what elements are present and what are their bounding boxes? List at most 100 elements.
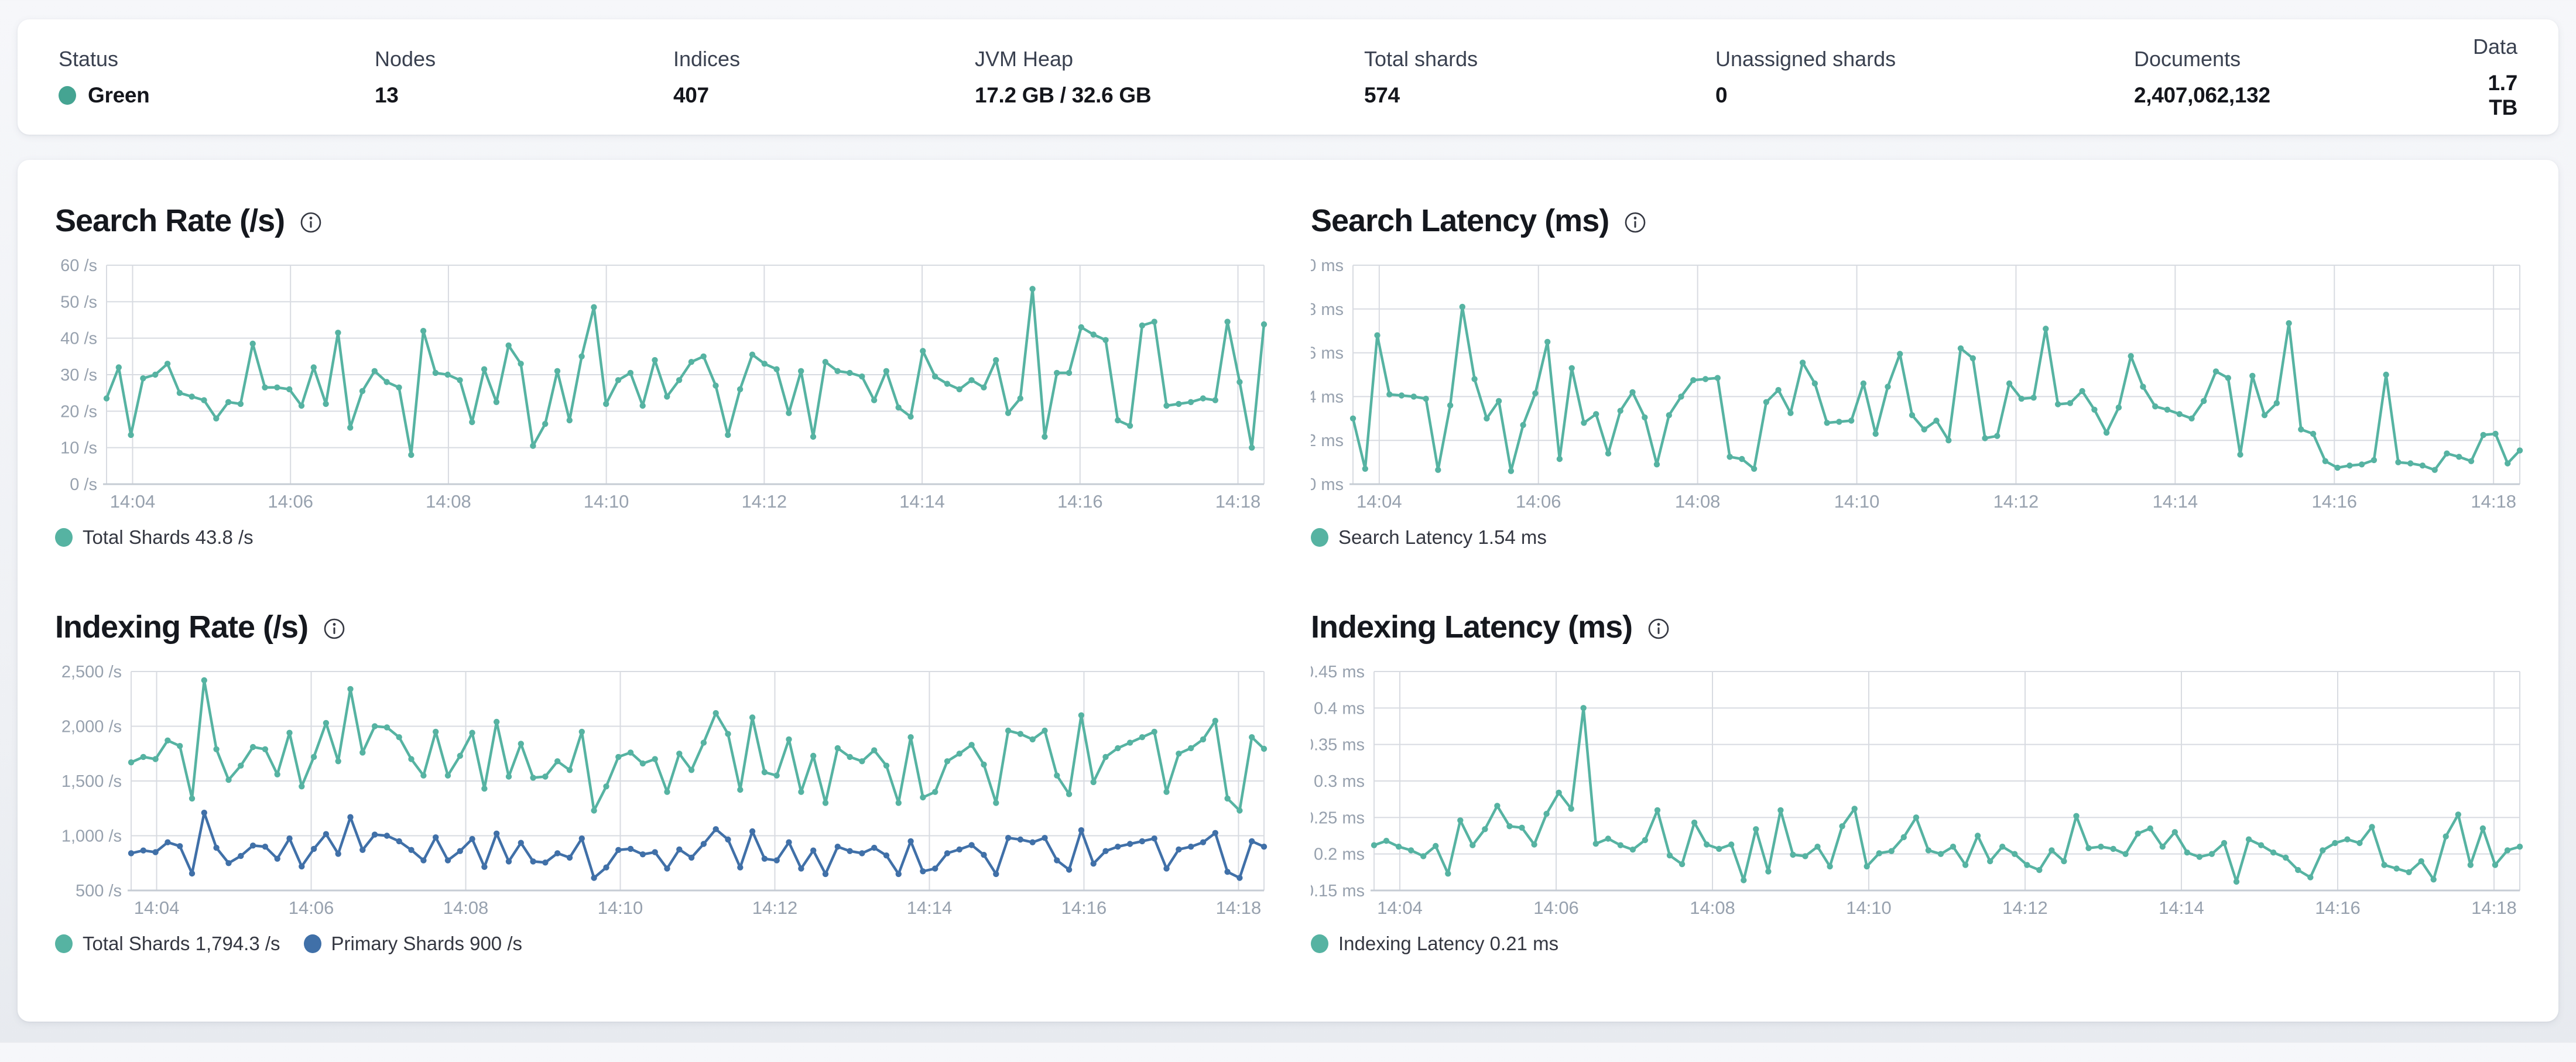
legend-dot-icon bbox=[55, 934, 73, 953]
x-axis-tick-label: 14:14 bbox=[899, 491, 945, 511]
y-axis-tick-label: 0.25 ms bbox=[1311, 809, 1365, 827]
metrics-panel: Search Rate (/s) 60 /s 50 /s 40 /s 30 /s 20 … bbox=[18, 160, 2558, 1022]
x-axis-tick-label: 14:12 bbox=[742, 491, 787, 511]
indices-label: Indices bbox=[673, 46, 741, 71]
y-axis-tick-label: 60 /s bbox=[60, 257, 97, 275]
y-axis-tick-label: 2,000 /s bbox=[61, 718, 122, 736]
total-shards-value: 574 bbox=[1364, 83, 1400, 107]
summary-unassigned-shards: Unassigned shards 0 bbox=[1715, 47, 2134, 108]
legend-item[interactable]: Search Latency 1.54 ms bbox=[1311, 526, 1547, 549]
search-rate-title: Search Rate (/s) bbox=[55, 203, 285, 238]
summary-status: Status Green bbox=[59, 47, 375, 108]
data-size-value: 1.7 TB bbox=[2488, 70, 2517, 119]
legend-label: Primary Shards 900 /s bbox=[331, 933, 523, 954]
x-axis-tick-label: 14:06 bbox=[268, 491, 313, 511]
x-axis-tick-label: 14:16 bbox=[2311, 491, 2357, 511]
y-axis-tick-label: 40 /s bbox=[60, 330, 97, 348]
x-axis-tick-label: 14:18 bbox=[1216, 897, 1262, 917]
legend-item[interactable]: Indexing Latency 0.21 ms bbox=[1311, 933, 1558, 955]
jvm-heap-label: JVM Heap bbox=[975, 46, 1074, 71]
y-axis-tick-label: 10 /s bbox=[60, 439, 97, 458]
status-label: Status bbox=[59, 46, 119, 71]
legend-dot-icon bbox=[1311, 528, 1328, 547]
x-axis-tick-label: 14:04 bbox=[1377, 897, 1423, 917]
search-rate-chart: Search Rate (/s) 60 /s 50 /s 40 /s 30 /s 20 … bbox=[55, 201, 1270, 550]
legend-label: Total Shards 1,794.3 /s bbox=[83, 933, 280, 954]
info-icon[interactable] bbox=[1647, 618, 1670, 640]
y-axis-tick-label: 1,000 /s bbox=[61, 827, 122, 846]
x-axis-tick-label: 14:04 bbox=[110, 491, 156, 511]
series-line bbox=[105, 287, 1266, 457]
x-axis-tick-label: 14:06 bbox=[1533, 897, 1579, 917]
x-axis-tick-label: 14:08 bbox=[443, 897, 489, 917]
info-icon[interactable] bbox=[1624, 211, 1646, 234]
y-axis-tick-label: 20 /s bbox=[60, 402, 97, 421]
indexing-rate-chart: Indexing Rate (/s) 2,500 /s 2,000 /s 1,500… bbox=[55, 607, 1270, 956]
y-axis-tick-label: 0 ms bbox=[1311, 475, 1344, 494]
search-latency-plot[interactable]: 10 ms 8 ms 6 ms 4 ms 2 ms 0 ms 14:04 14:06 14:08… bbox=[1311, 257, 2526, 511]
y-axis-tick-label: 2,500 /s bbox=[61, 663, 122, 681]
x-axis-tick-label: 14:10 bbox=[1834, 491, 1880, 511]
summary-documents: Documents 2,407,062,132 bbox=[2134, 47, 2468, 108]
x-axis-tick-label: 14:08 bbox=[1675, 491, 1721, 511]
indexing-latency-plot[interactable]: 0.45 ms 0.4 ms 0.35 ms 0.3 ms 0.25 ms 0.2 ms 0… bbox=[1311, 663, 2526, 917]
series-line bbox=[1372, 707, 2522, 883]
y-axis-tick-label: 0.35 ms bbox=[1311, 736, 1365, 755]
info-icon[interactable] bbox=[323, 618, 345, 640]
legend-item[interactable]: Primary Shards 900 /s bbox=[303, 933, 523, 955]
indexing-rate-plot[interactable]: 2,500 /s 2,000 /s 1,500 /s 1,000 /s 500 /s 14… bbox=[55, 663, 1270, 917]
nodes-value: 13 bbox=[375, 83, 399, 107]
documents-label: Documents bbox=[2134, 46, 2241, 71]
x-axis-tick-label: 14:18 bbox=[2471, 897, 2517, 917]
info-icon[interactable] bbox=[300, 211, 322, 234]
series-line bbox=[129, 811, 1266, 879]
y-axis-tick-label: 1,500 /s bbox=[61, 772, 122, 791]
x-axis-tick-label: 14:12 bbox=[1993, 491, 2039, 511]
status-health-dot-icon bbox=[59, 85, 76, 105]
indexing-rate-legend: Total Shards 1,794.3 /s Primary Shards 90… bbox=[55, 931, 1270, 956]
y-axis-tick-label: 10 ms bbox=[1311, 257, 1344, 275]
y-axis-tick-label: 4 ms bbox=[1311, 388, 1344, 406]
y-axis-tick-label: 0.45 ms bbox=[1311, 663, 1365, 681]
indices-value: 407 bbox=[673, 83, 709, 107]
legend-label: Search Latency 1.54 ms bbox=[1338, 526, 1547, 548]
x-axis-tick-label: 14:10 bbox=[598, 897, 643, 917]
legend-item[interactable]: Total Shards 1,794.3 /s bbox=[55, 933, 280, 955]
y-axis-tick-label: 500 /s bbox=[76, 882, 122, 900]
x-axis-tick-label: 14:16 bbox=[1061, 897, 1107, 917]
x-axis-tick-label: 14:14 bbox=[2153, 491, 2198, 511]
x-axis-tick-label: 14:04 bbox=[134, 897, 180, 917]
data-size-label: Data bbox=[2472, 34, 2517, 59]
x-axis-tick-label: 14:08 bbox=[1690, 897, 1735, 917]
x-axis-tick-label: 14:18 bbox=[2471, 491, 2516, 511]
unassigned-shards-label: Unassigned shards bbox=[1715, 46, 1896, 71]
series-line bbox=[1351, 305, 2522, 472]
search-rate-legend: Total Shards 43.8 /s bbox=[55, 525, 1270, 550]
summary-data-size: Data 1.7 TB bbox=[2468, 35, 2517, 120]
line-chart-svg[interactable]: 10 ms 8 ms 6 ms 4 ms 2 ms 0 ms 14:04 14:06 14:08… bbox=[1311, 257, 2526, 511]
search-latency-chart: Search Latency (ms) 10 ms 8 ms 6 ms 4 ms 2 m… bbox=[1311, 201, 2526, 550]
search-rate-plot[interactable]: 60 /s 50 /s 40 /s 30 /s 20 /s 10 /s 0 /s 14:04 1… bbox=[55, 257, 1270, 511]
legend-label: Total Shards 43.8 /s bbox=[83, 526, 254, 548]
summary-nodes: Nodes 13 bbox=[375, 47, 673, 108]
legend-dot-icon bbox=[1311, 934, 1328, 953]
legend-item[interactable]: Total Shards 43.8 /s bbox=[55, 526, 254, 549]
cluster-overview-page: Status Green Nodes 13 Indices 407 JVM He… bbox=[0, 19, 2576, 1022]
y-axis-tick-label: 8 ms bbox=[1311, 300, 1344, 319]
line-chart-svg[interactable]: 2,500 /s 2,000 /s 1,500 /s 1,000 /s 500 /s 14… bbox=[55, 663, 1270, 917]
x-axis-tick-label: 14:10 bbox=[584, 491, 629, 511]
x-axis-tick-label: 14:12 bbox=[752, 897, 798, 917]
indexing-latency-title: Indexing Latency (ms) bbox=[1311, 609, 1633, 645]
documents-value: 2,407,062,132 bbox=[2134, 83, 2270, 107]
line-chart-svg[interactable]: 60 /s 50 /s 40 /s 30 /s 20 /s 10 /s 0 /s 14:04 1… bbox=[55, 257, 1270, 511]
line-chart-svg[interactable]: 0.45 ms 0.4 ms 0.35 ms 0.3 ms 0.25 ms 0.2 ms 0… bbox=[1311, 663, 2526, 917]
summary-total-shards: Total shards 574 bbox=[1364, 47, 1715, 108]
y-axis-tick-label: 2 ms bbox=[1311, 431, 1344, 450]
y-axis-tick-label: 30 /s bbox=[60, 366, 97, 385]
x-axis-tick-label: 14:08 bbox=[426, 491, 471, 511]
y-axis-tick-label: 0.15 ms bbox=[1311, 882, 1365, 900]
summary-indices: Indices 407 bbox=[673, 47, 975, 108]
y-axis-tick-label: 0.3 ms bbox=[1314, 772, 1365, 791]
y-axis-tick-label: 6 ms bbox=[1311, 344, 1344, 363]
jvm-heap-value: 17.2 GB / 32.6 GB bbox=[975, 83, 1152, 107]
